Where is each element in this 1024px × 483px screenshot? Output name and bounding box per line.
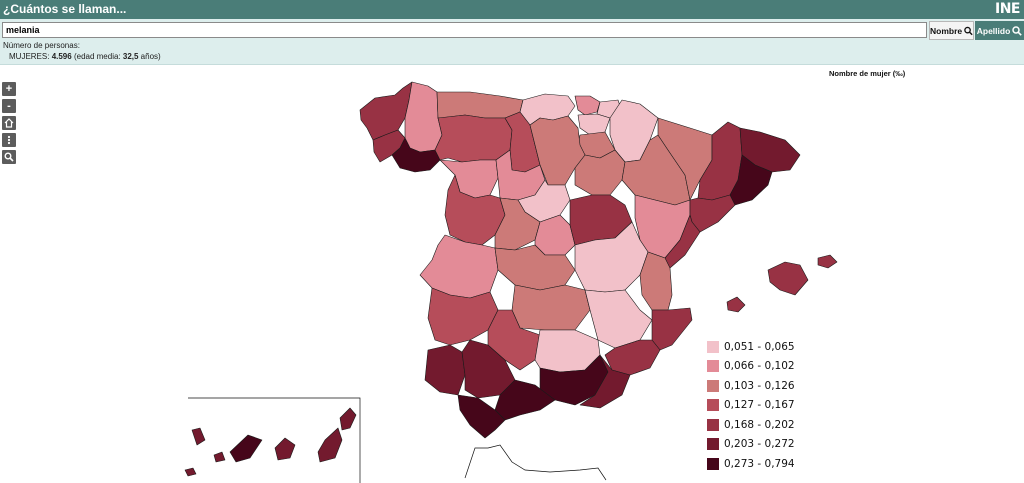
legend-swatch xyxy=(707,379,719,392)
legend-swatch xyxy=(707,457,719,470)
nombre-button-label: Nombre xyxy=(930,25,963,36)
legend-item: 0,127 - 0,167 xyxy=(707,396,817,416)
nombre-search-button[interactable]: Nombre xyxy=(929,21,974,40)
province-albacete[interactable] xyxy=(584,289,653,349)
map-search-button[interactable] xyxy=(2,150,16,164)
legend-label: 0,066 - 0,102 xyxy=(724,360,795,373)
total-count: 4.596 xyxy=(51,52,72,61)
province-asturias[interactable] xyxy=(436,91,524,119)
search-input[interactable]: melania xyxy=(2,22,927,38)
province-canarias-el-hierro[interactable] xyxy=(184,467,197,477)
legend-item: 0,168 - 0,202 xyxy=(707,415,817,435)
count-summary: MUJERES: 4.596 (edad media: 32,5 años) xyxy=(9,52,161,61)
search-icon xyxy=(4,152,14,162)
search-icon xyxy=(964,26,973,35)
legend-swatch xyxy=(707,438,719,451)
province-almeria[interactable] xyxy=(579,354,631,409)
legend-label: 0,127 - 0,167 xyxy=(724,399,795,412)
home-icon xyxy=(4,118,14,128)
africa-inset-outline xyxy=(464,444,607,481)
legend-label: 0,203 - 0,272 xyxy=(724,438,795,451)
province-barcelona[interactable] xyxy=(729,154,773,206)
ine-logo: INE xyxy=(995,1,1021,17)
province-lugo[interactable] xyxy=(404,81,443,153)
legend-label: 0,168 - 0,202 xyxy=(724,418,795,431)
province-illes-balears-ibiza[interactable] xyxy=(726,296,746,313)
province-leon[interactable] xyxy=(434,114,513,163)
legend-swatch xyxy=(707,418,719,431)
province-canarias-gran-canaria[interactable] xyxy=(274,437,296,461)
legend-item: 0,103 - 0,126 xyxy=(707,376,817,396)
search-icon xyxy=(1012,25,1023,36)
legend-item: 0,203 - 0,272 xyxy=(707,435,817,455)
province-illes-balears-mallorca[interactable] xyxy=(767,261,809,296)
province-huelva[interactable] xyxy=(424,344,466,396)
app-title: ¿Cuántos se llaman... xyxy=(3,2,127,16)
canary-inset-frame xyxy=(188,397,361,483)
province-tarragona[interactable] xyxy=(689,194,736,233)
legend-label: 0,051 - 0,065 xyxy=(724,340,795,353)
province-canarias-la-gomera[interactable] xyxy=(213,451,226,463)
legend-item: 0,273 - 0,794 xyxy=(707,454,817,474)
legend-swatch xyxy=(707,399,719,412)
app-title-bar: ¿Cuántos se llaman... INE xyxy=(0,0,1024,19)
more-options-button[interactable] xyxy=(2,133,16,147)
age-unit: años) xyxy=(138,52,161,61)
count-label: Número de personas: xyxy=(3,41,80,50)
province-bizkaia[interactable] xyxy=(574,95,601,116)
zoom-out-button[interactable]: - xyxy=(2,99,16,113)
apellido-search-button[interactable]: Apellido xyxy=(975,21,1024,40)
age-text: (edad media: xyxy=(73,52,123,61)
province-canarias-fuerteventura[interactable] xyxy=(317,427,343,463)
map-title: Nombre de mujer (‰) xyxy=(829,69,906,78)
province-avila[interactable] xyxy=(494,197,541,251)
province-canarias-lanzarote[interactable] xyxy=(339,407,357,431)
province-soria[interactable] xyxy=(574,149,626,196)
province-canarias-la-palma[interactable] xyxy=(191,427,206,446)
map-legend: 0,051 - 0,065 0,066 - 0,102 0,103 - 0,12… xyxy=(707,337,817,474)
legend-item: 0,066 - 0,102 xyxy=(707,357,817,377)
province-murcia[interactable] xyxy=(604,339,661,376)
legend-item: 0,051 - 0,065 xyxy=(707,337,817,357)
legend-swatch xyxy=(707,360,719,373)
zoom-in-button[interactable]: + xyxy=(2,82,16,96)
legend-swatch xyxy=(707,340,719,353)
home-button[interactable] xyxy=(2,116,16,130)
province-a-coruna[interactable] xyxy=(359,81,413,141)
search-panel: melania Nombre Apellido Número de person… xyxy=(0,19,1024,65)
province-alicante[interactable] xyxy=(651,307,693,351)
province-illes-balears-menorca[interactable] xyxy=(817,254,838,269)
average-age: 32,5 xyxy=(122,52,139,61)
vertical-dots-icon xyxy=(7,135,11,145)
legend-label: 0,273 - 0,794 xyxy=(724,457,795,470)
province-ciudad-real[interactable] xyxy=(511,284,591,331)
province-huesca[interactable] xyxy=(657,117,713,201)
apellido-button-label: Apellido xyxy=(976,25,1011,36)
legend-label: 0,103 - 0,126 xyxy=(724,379,795,392)
province-canarias-tenerife[interactable] xyxy=(229,434,263,463)
province-cadiz[interactable] xyxy=(457,394,506,439)
gender-label: MUJERES: xyxy=(9,52,50,61)
